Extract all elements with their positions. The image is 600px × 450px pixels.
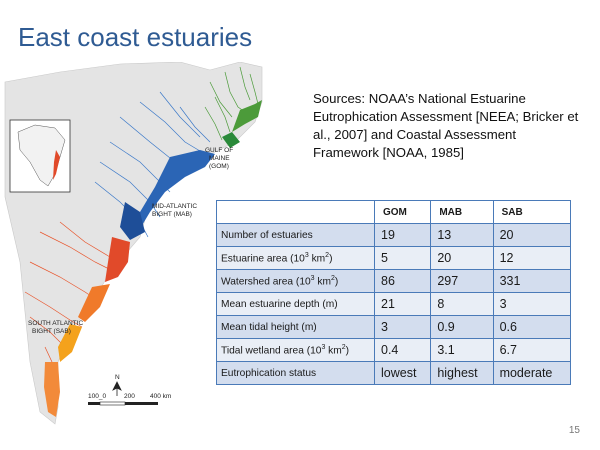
mab-label-line2: BIGHT (MAB) (152, 211, 192, 218)
table-row: Mean estuarine depth (m) 21 8 3 (216, 292, 572, 316)
cell-gom: 21 (373, 292, 432, 316)
sab-estuaries-south (58, 324, 82, 362)
cell-mab: 13 (430, 223, 494, 247)
cell-sab: 3 (492, 292, 572, 316)
cell-mab: 8 (430, 292, 494, 316)
row-label: Number of estuaries (216, 223, 375, 247)
cell-mab: highest (430, 361, 494, 385)
cell-sab: 331 (492, 269, 572, 293)
table-row: Tidal wetland area (103 km2) 0.4 3.1 6.7 (216, 338, 572, 362)
estuary-stats-table: GOM MAB SAB Number of estuaries 19 13 20… (216, 200, 572, 385)
gom-coast (222, 132, 240, 148)
gom-label-line3: (GOM) (209, 163, 229, 170)
scale-bar-segment-3 (125, 402, 158, 405)
sab-label-line1: SOUTH ATLANTIC (28, 320, 83, 327)
table-header-blank (216, 200, 375, 224)
cell-sab: moderate (492, 361, 572, 385)
table-row: Estuarine area (103 km2) 5 20 12 (216, 246, 572, 270)
row-label: Estuarine area (103 km2) (216, 246, 375, 270)
row-label: Watershed area (103 km2) (216, 269, 375, 293)
gom-river-network (204, 66, 259, 141)
cell-gom: 0.4 (373, 338, 432, 362)
cell-mab: 0.9 (430, 315, 494, 339)
table-row: Mean tidal height (m) 3 0.9 0.6 (216, 315, 572, 339)
scale-label-200: 200 (124, 393, 135, 400)
table-header-gom: GOM (373, 200, 432, 224)
scale-bar-segment-1 (88, 402, 100, 405)
sab-river-network (24, 221, 116, 383)
gom-label-line1: GULF OF (205, 147, 233, 154)
gom-label-line2: MAINE (209, 155, 230, 162)
cell-mab: 297 (430, 269, 494, 293)
table-row: Eutrophication status lowest highest mod… (216, 361, 572, 385)
row-label: Eutrophication status (216, 361, 375, 385)
cell-sab: 20 (492, 223, 572, 247)
inset-highlight (53, 150, 60, 180)
cell-mab: 20 (430, 246, 494, 270)
cell-mab: 3.1 (430, 338, 494, 362)
table-header-sab: SAB (492, 200, 572, 224)
table-header-mab: MAB (430, 200, 494, 224)
slide-title: East coast estuaries (18, 22, 253, 52)
page-number: 15 (568, 425, 580, 436)
row-label: Mean estuarine depth (m) (216, 292, 375, 316)
cell-sab: 6.7 (492, 338, 572, 362)
cell-sab: 12 (492, 246, 572, 270)
scale-bar-segment-2 (99, 401, 126, 406)
scale-label-400: 400 km (150, 393, 171, 400)
row-label: Tidal wetland area (103 km2) (216, 338, 375, 362)
sources-citation: Sources: NOAA’s National Estuarine Eutro… (313, 91, 579, 160)
east-coast-map: GULF OF MAINE (GOM) MID-ATLANTIC BIGHT (… (4, 62, 263, 425)
sab-label-line2: BIGHT (SAB) (32, 328, 71, 335)
mab-estuaries (125, 150, 215, 237)
row-label: Mean tidal height (m) (216, 315, 375, 339)
table-row: Number of estuaries 19 13 20 (216, 223, 572, 247)
mab-label-line1: MID-ATLANTIC (152, 203, 197, 210)
cell-gom: 5 (373, 246, 432, 270)
cell-sab: 0.6 (492, 315, 572, 339)
scale-label-0: 100_0 (88, 393, 106, 400)
cell-gom: 3 (373, 315, 432, 339)
cell-gom: 19 (373, 223, 432, 247)
sab-estuaries-north (105, 237, 130, 282)
table-row: Watershed area (103 km2) 86 297 331 (216, 269, 572, 293)
gom-estuaries (232, 100, 262, 132)
sab-florida (44, 362, 60, 417)
north-arrow-icon (112, 381, 122, 396)
cell-gom: 86 (373, 269, 432, 293)
north-label: N (115, 374, 120, 381)
table-header-row: GOM MAB SAB (216, 200, 572, 224)
mab-chesapeake (120, 202, 145, 240)
cell-gom: lowest (373, 361, 432, 385)
sab-estuaries-mid (78, 284, 110, 322)
